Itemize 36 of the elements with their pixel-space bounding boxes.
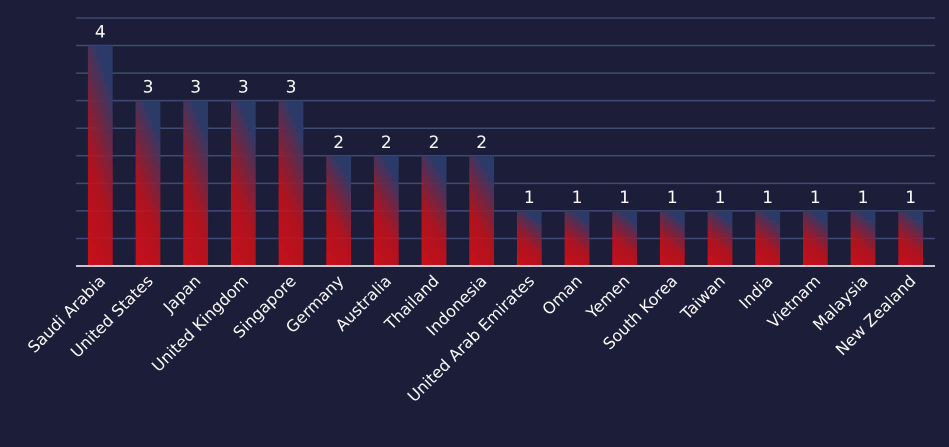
data-label: 1 [524,188,535,208]
bar [708,210,732,266]
data-label: 3 [142,78,154,98]
data-label: 1 [810,188,821,208]
data-label: 1 [619,188,630,208]
data-label: 1 [905,188,916,208]
bar [88,46,113,266]
bar [612,210,638,266]
data-label: 1 [858,188,868,208]
bar [755,210,780,266]
data-label: 2 [380,132,392,153]
data-label: 3 [286,78,296,98]
bar [516,210,542,266]
bar [660,210,685,266]
bar [374,156,399,266]
bar [278,100,304,266]
data-label: 1 [762,188,774,208]
bar [564,210,590,266]
bar [850,210,876,266]
data-label: 3 [238,78,249,98]
bar [136,100,160,266]
data-label: 1 [714,188,726,208]
data-label: 2 [333,132,344,153]
data-label: 2 [428,132,440,153]
bar [469,156,494,266]
data-label: 4 [94,22,106,43]
data-label: 1 [666,188,678,208]
bar [230,100,256,266]
data-label: 3 [190,78,202,98]
bar [898,210,924,266]
bar [422,156,446,266]
bar [326,156,352,266]
data-label: 1 [572,188,582,208]
data-label: 2 [476,132,488,153]
bar [802,210,828,266]
bar [183,100,208,266]
